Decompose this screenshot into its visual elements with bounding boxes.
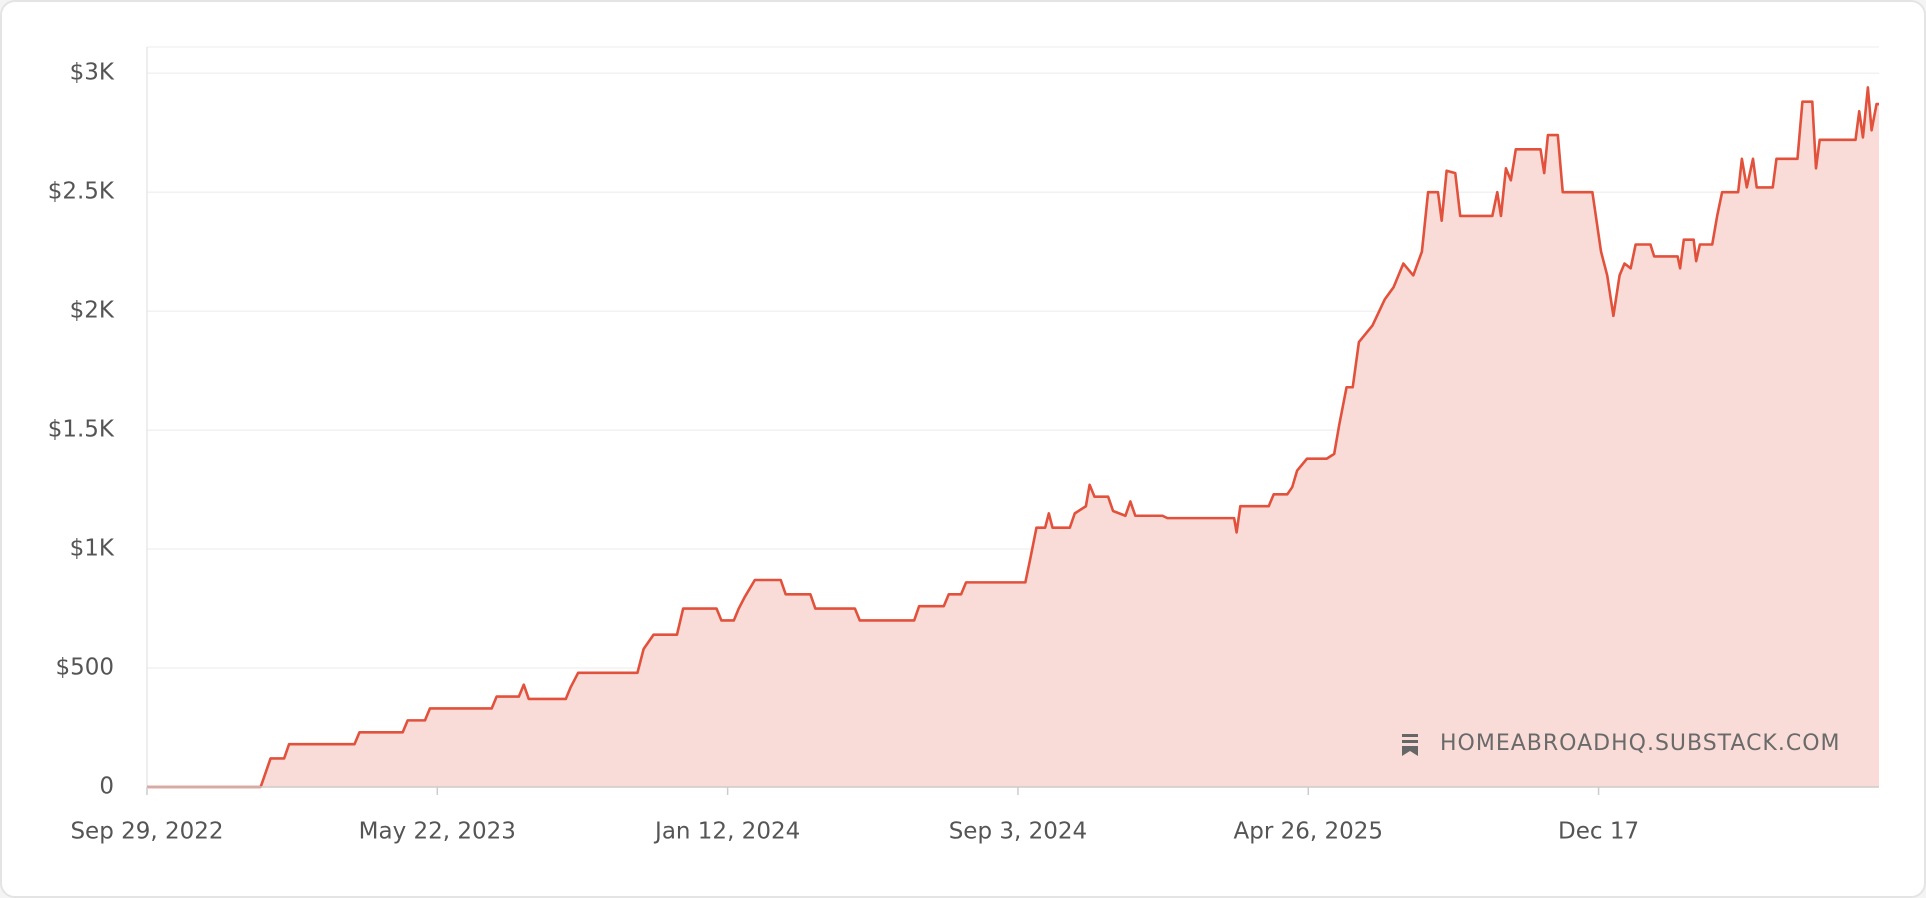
x-tick-label: May 22, 2023 bbox=[359, 819, 516, 845]
y-tick-label: $500 bbox=[55, 655, 114, 681]
x-tick-label: Apr 26, 2025 bbox=[1233, 819, 1383, 845]
area bbox=[147, 87, 1879, 787]
x-tick-label: Sep 3, 2024 bbox=[949, 819, 1087, 845]
line bbox=[147, 86, 1879, 789]
watermark: HOMEABROADHQ.SUBSTACK.COM bbox=[1440, 731, 1841, 756]
y-tick-label: 0 bbox=[99, 774, 114, 800]
x-tick-label: Jan 12, 2024 bbox=[653, 819, 800, 845]
x-tick-label: Sep 29, 2022 bbox=[70, 819, 223, 845]
substack-icon bbox=[1402, 734, 1418, 756]
y-tick-label: $2.5K bbox=[48, 179, 115, 205]
y-tick-label: $2K bbox=[70, 298, 115, 324]
x-tick-label: Dec 17 bbox=[1558, 819, 1639, 845]
plot: 0 $500 $1K $1.5K $2K $2.5K $3K Sep 29, 2022 May … bbox=[48, 46, 1879, 845]
y-tick-label: $1K bbox=[70, 536, 115, 562]
y-tick-label: $3K bbox=[70, 60, 115, 86]
y-tick-label: $1.5K bbox=[48, 417, 115, 443]
